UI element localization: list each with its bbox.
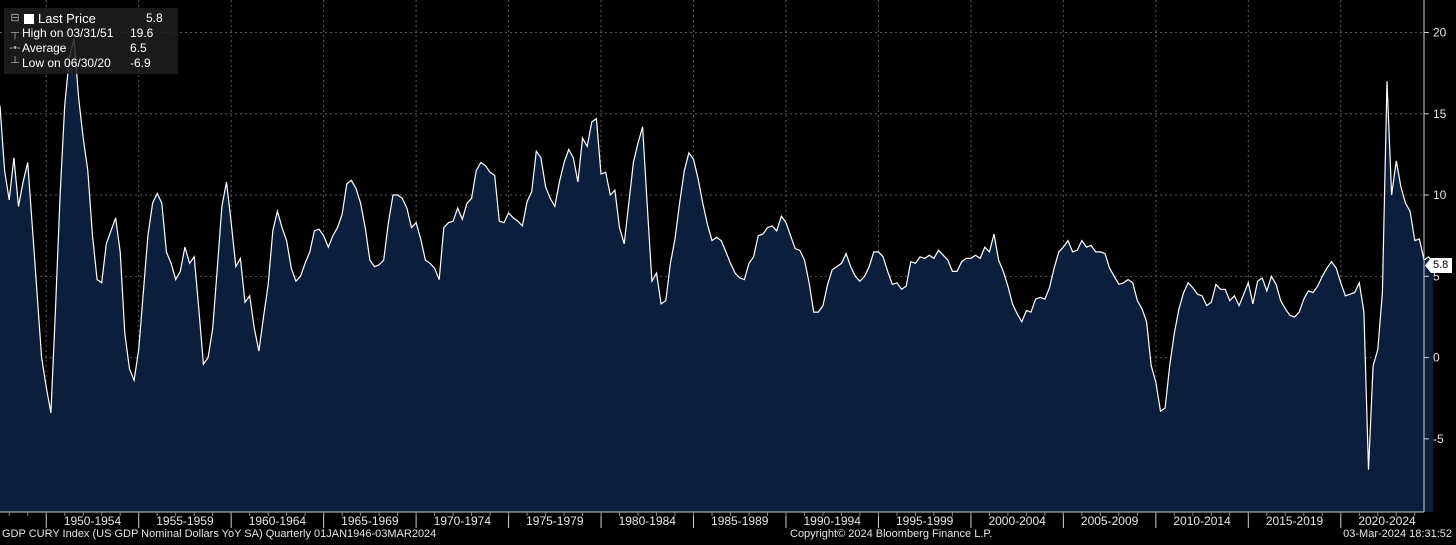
x-tick-label: 1985-1989 [711, 514, 769, 528]
x-tick-label: 1955-1959 [156, 514, 214, 528]
legend: ⊟ Last Price 5.8 ┬ High on 03/31/51 19.6… [4, 8, 178, 74]
last-price-swatch-icon [24, 13, 34, 24]
low-marker-icon: ┴ [11, 57, 19, 69]
legend-low: ┴ Low on 06/30/20 -6.9 [8, 56, 172, 71]
series-area [0, 39, 1434, 512]
y-tick-label: 10 [1433, 188, 1447, 202]
x-tick-label: 1950-1954 [64, 514, 122, 528]
x-tick-label: 1970-1974 [434, 514, 492, 528]
legend-low-value: -6.9 [130, 56, 151, 70]
x-tick-label: 2000-2004 [988, 514, 1046, 528]
y-tick-label: 15 [1433, 107, 1447, 121]
legend-average-label: Average [22, 41, 67, 55]
legend-high: ┬ High on 03/31/51 19.6 [8, 26, 172, 41]
x-tick-label: 1965-1969 [341, 514, 399, 528]
collapse-icon[interactable]: ⊟ [10, 12, 20, 24]
legend-last-price: ⊟ Last Price 5.8 [8, 11, 172, 26]
legend-high-value: 19.6 [130, 26, 154, 40]
legend-last-price-value: 5.8 [146, 11, 163, 25]
legend-average: -•- Average 6.5 [8, 41, 172, 56]
x-tick-label: 1990-1994 [804, 514, 862, 528]
y-tick-label: 0 [1433, 351, 1440, 365]
x-tick-label: 2020-2024 [1358, 514, 1416, 528]
series-line [0, 38, 1434, 470]
legend-high-label: High on 03/31/51 [22, 26, 114, 40]
legend-low-label: Low on 06/30/20 [22, 56, 111, 70]
x-tick-label: 1980-1984 [619, 514, 677, 528]
x-tick-label: 2010-2014 [1173, 514, 1231, 528]
x-tick-label: 2015-2019 [1266, 514, 1324, 528]
average-marker-icon: -•- [9, 42, 21, 54]
x-tick-label: 2005-2009 [1081, 514, 1139, 528]
last-value-tag: 5.8 [1425, 258, 1453, 273]
y-tick-label: 5 [1433, 269, 1440, 283]
legend-average-value: 6.5 [130, 41, 147, 55]
y-tick-label: -5 [1433, 432, 1444, 446]
y-tick-label: 20 [1433, 26, 1447, 40]
axes: -5 0 5 10 15 20 1950-1954 1955-1959 1960-1964 196… [0, 0, 1447, 528]
footer-timestamp: 03-Mar-2024 18:31:52 [1343, 528, 1452, 540]
x-tick-label: 1995-1999 [896, 514, 954, 528]
x-tick-label: 1975-1979 [526, 514, 584, 528]
high-marker-icon: ┬ [11, 27, 19, 39]
x-tick-label: 1960-1964 [249, 514, 307, 528]
footer-security-description: GDP CURY Index (US GDP Nominal Dollars Y… [2, 528, 437, 540]
footer-copyright: Copyright© 2024 Bloomberg Finance L.P. [790, 528, 993, 540]
legend-last-price-label: Last Price [38, 11, 96, 26]
